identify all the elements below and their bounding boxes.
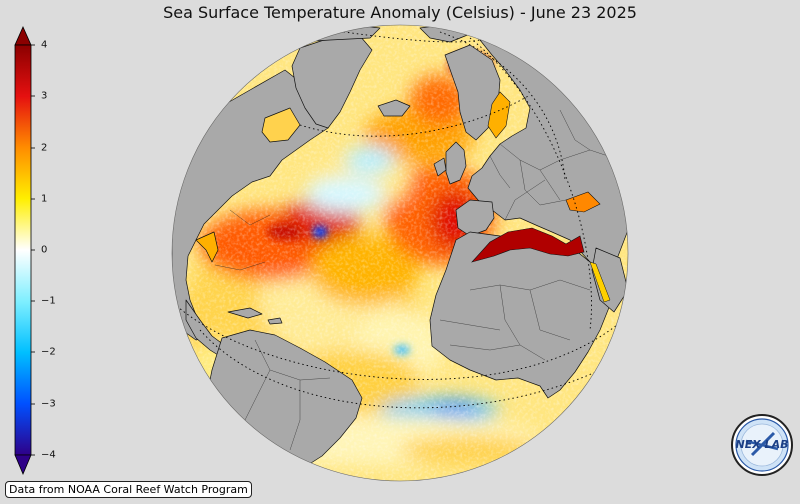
nexlab-logo: NEX LAB: [731, 414, 793, 476]
colorbar-tick-label: −2: [41, 346, 56, 358]
colorbar-tick-label: 3: [41, 90, 48, 102]
graticule-lines: [172, 29, 628, 409]
colorbar-tick-label: 2: [41, 142, 48, 154]
colorbar-tick-label: 0: [41, 244, 48, 256]
data-source-credit: Data from NOAA Coral Reef Watch Program: [5, 481, 252, 498]
colorbar: 4 3 2 1 0 −1 −2 −3 −4: [0, 0, 80, 500]
map-title: Sea Surface Temperature Anomaly (Celsius…: [163, 3, 637, 22]
colorbar-tick-label: −3: [41, 398, 56, 410]
colorbar-min-arrow: [14, 454, 32, 476]
mediterranean-sea: [471, 227, 585, 263]
logo-text: NEX LAB: [736, 438, 789, 451]
colorbar-tick-label: −1: [41, 295, 56, 307]
colorbar-tick-label: −4: [41, 449, 56, 461]
colorbar-gradient: [14, 26, 35, 476]
colorbar-tick-label: 4: [41, 39, 48, 51]
colorbar-tick-label: 1: [41, 193, 48, 205]
